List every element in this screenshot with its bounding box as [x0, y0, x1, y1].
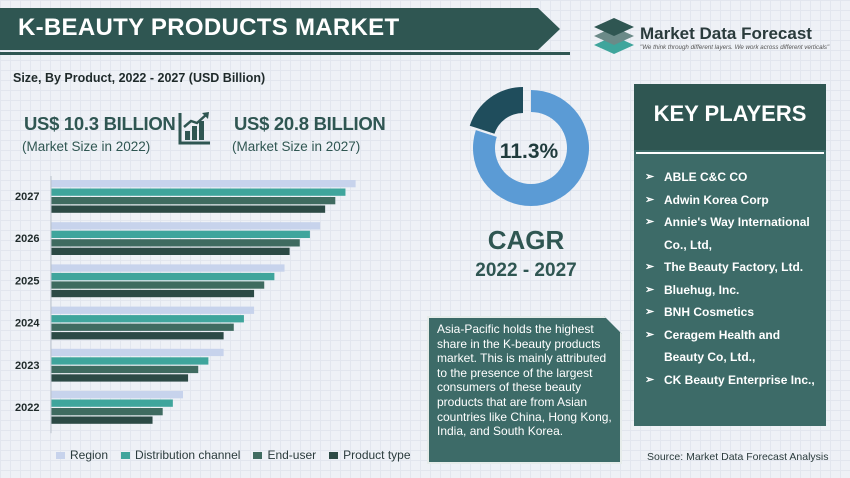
- bar-2024-end-user: [51, 323, 234, 331]
- key-player-item: ➢ Adwin Korea Corp: [645, 189, 823, 212]
- title-banner: [0, 8, 560, 50]
- bar-2027-region: [51, 180, 356, 188]
- legend-item-region: Region: [56, 448, 108, 462]
- logo-name: Market Data Forecast: [640, 24, 812, 43]
- bar-2027-distribution-channel: [51, 188, 346, 196]
- bar-2026-end-user: [51, 239, 300, 247]
- bar-2025-distribution-channel: [51, 272, 275, 281]
- key-players-list: ➢ ABLE C&C CO ➢ Adwin Korea Corp ➢ Annie's Wa…: [645, 166, 823, 391]
- bar-2023-product-type: [51, 374, 189, 382]
- bar-chart: 2027 2026 2025 2024 2023 2022: [15, 176, 356, 434]
- logo-tagline: "We think through different layers. We w…: [640, 44, 830, 51]
- cagr-value: 11.3%: [499, 140, 559, 163]
- arrow-icon: ➢: [645, 216, 655, 228]
- title-underline: [0, 52, 570, 55]
- bar-2026-distribution-channel: [51, 230, 310, 238]
- chart-subtitle: Size, By Product, 2022 - 2027 (USD Billi…: [13, 71, 266, 85]
- key-player-item: ➢ Bluehug, Inc.: [645, 279, 823, 302]
- key-player-item: ➢ CK Beauty Enterprise Inc.,: [645, 369, 823, 392]
- bar-2024-product-type: [51, 332, 224, 340]
- key-player-name: Beauty Co, Ltd.,: [664, 350, 756, 364]
- donut-highlight-segment: [469, 87, 523, 134]
- key-player-name: ABLE C&C CO: [664, 170, 748, 184]
- key-players-divider: [636, 152, 824, 154]
- arrow-icon: ➢: [645, 261, 655, 273]
- bar-2025-product-type: [51, 289, 255, 298]
- bar-2023-end-user: [51, 365, 199, 374]
- cagr-donut-chart: [469, 87, 589, 206]
- key-player-item: ➢ Annie's Way International: [645, 211, 823, 234]
- market-size-2022-label: (Market Size in 2022): [22, 139, 151, 154]
- arrow-icon: ➢: [645, 171, 655, 183]
- legend-swatch: [56, 451, 65, 459]
- growth-chart-icon: [178, 112, 210, 145]
- legend-swatch: [253, 451, 263, 459]
- key-player-item: ➢ BNH Cosmetics: [645, 301, 823, 324]
- year-label-2026: 2026: [15, 233, 39, 245]
- year-label-2024: 2024: [15, 318, 40, 330]
- key-player-item: ➢ Ceragem Health and: [645, 324, 823, 347]
- market-size-2027-value: US$ 20.8 BILLION: [234, 113, 386, 134]
- market-size-2027-label: (Market Size in 2027): [232, 139, 361, 154]
- source-note: Source: Market Data Forecast Analysis: [647, 451, 829, 463]
- arrow-icon: ➢: [645, 306, 655, 318]
- bar-2022-product-type: [51, 416, 153, 424]
- legend-item-product-type: Product type: [329, 448, 411, 462]
- bar-2022-distribution-channel: [51, 399, 173, 407]
- bar-2023-distribution-channel: [51, 357, 209, 365]
- year-label-2022: 2022: [15, 402, 39, 414]
- bar-2026-region: [51, 222, 321, 230]
- key-players-title: KEY PLAYERS: [653, 101, 807, 126]
- info-text: Asia-Pacific holds the highest share in …: [437, 322, 612, 439]
- bar-2024-distribution-channel: [51, 315, 244, 323]
- legend-swatch: [121, 451, 131, 459]
- legend-label: Region: [70, 448, 109, 462]
- page-title: K-BEAUTY PRODUCTS MARKET: [18, 14, 400, 41]
- bar-2027-product-type: [51, 205, 326, 213]
- legend-swatch: [329, 451, 339, 459]
- key-player-name: Bluehug, Inc.: [664, 282, 740, 297]
- bar-2026-product-type: [51, 247, 290, 255]
- chart-legend: Region Distribution channel End-user Produc…: [56, 448, 424, 462]
- info-box: [427, 316, 622, 464]
- legend-label: Distribution channel: [135, 448, 241, 462]
- arrow-icon: ➢: [645, 373, 655, 386]
- bar-2022-region: [51, 391, 183, 399]
- bar-2022-end-user: [51, 408, 163, 416]
- arrow-icon: ➢: [645, 193, 655, 206]
- legend-item-distribution-channel: Distribution channel: [121, 448, 240, 462]
- bar-2025-region: [51, 264, 285, 272]
- key-player-name: Adwin Korea Corp: [664, 192, 769, 207]
- key-player-name: The Beauty Factory, Ltd.: [664, 260, 804, 274]
- legend-item-end-user: End-user: [253, 448, 316, 462]
- key-player-item: ➢ The Beauty Factory, Ltd.: [645, 256, 823, 279]
- key-player-name: CK Beauty Enterprise Inc.,: [664, 372, 815, 387]
- key-player-name: Ceragem Health and: [664, 327, 781, 342]
- key-player-item-continuation: Beauty Co, Ltd.,: [645, 346, 823, 369]
- year-label-2025: 2025: [15, 275, 39, 287]
- bar-2025-end-user: [51, 281, 265, 289]
- bar-2023-region: [51, 348, 224, 357]
- arrow-icon: ➢: [645, 283, 655, 296]
- key-players-header: [634, 84, 826, 150]
- bar-2027-end-user: [51, 197, 336, 205]
- key-player-name: Annie's Way International: [664, 215, 810, 229]
- key-player-item-continuation: Co., Ltd,: [645, 234, 823, 257]
- key-player-item: ➢ ABLE C&C CO: [645, 166, 823, 189]
- legend-label: End-user: [267, 448, 317, 462]
- cagr-label: CAGR: [487, 225, 565, 255]
- key-player-name: BNH Cosmetics: [664, 305, 755, 319]
- cagr-period: 2022 - 2027: [475, 260, 577, 281]
- stacked-layers-icon: [594, 18, 634, 54]
- key-player-name: Co., Ltd,: [664, 237, 712, 252]
- bar-2024-region: [51, 306, 255, 314]
- arrow-icon: [645, 346, 664, 369]
- year-label-2023: 2023: [15, 360, 39, 372]
- market-size-2022-value: US$ 10.3 BILLION: [24, 113, 176, 134]
- year-label-2027: 2027: [15, 191, 39, 203]
- donut-main-segment: [473, 90, 589, 206]
- arrow-icon: ➢: [645, 328, 655, 341]
- arrow-icon: [645, 234, 664, 257]
- legend-label: Product type: [343, 448, 411, 462]
